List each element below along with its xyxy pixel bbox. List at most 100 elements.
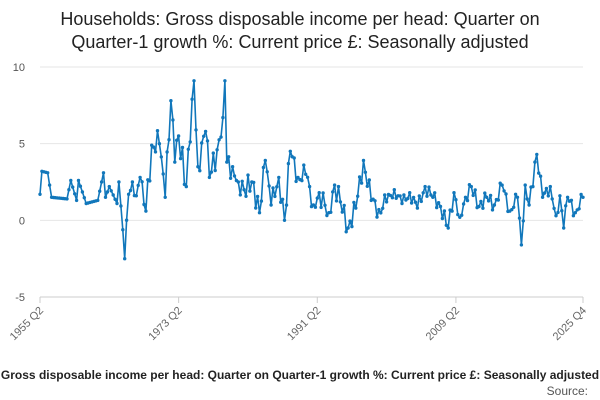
data-point [481, 206, 485, 210]
data-point [167, 138, 171, 142]
data-point [342, 203, 346, 208]
data-point [406, 196, 410, 201]
series-points [38, 79, 585, 261]
data-point [435, 205, 439, 210]
data-point [96, 198, 100, 203]
data-point [161, 172, 165, 176]
data-point [175, 138, 179, 142]
data-point [46, 171, 50, 175]
data-point [205, 139, 210, 143]
data-point [153, 150, 158, 154]
data-point [429, 193, 433, 197]
data-point [269, 203, 273, 207]
data-point [383, 193, 387, 197]
data-point [381, 206, 385, 210]
data-point [402, 193, 406, 197]
data-point [134, 194, 138, 198]
data-point [427, 185, 431, 189]
data-point [225, 160, 229, 164]
data-point [142, 202, 146, 207]
data-point [286, 161, 291, 166]
data-point [304, 172, 308, 176]
data-point [123, 257, 127, 261]
data-point [203, 129, 208, 134]
data-point [184, 184, 188, 189]
data-point [513, 192, 518, 196]
data-point [486, 199, 491, 203]
data-point [115, 201, 119, 206]
data-point [124, 218, 129, 222]
data-point [109, 189, 113, 193]
data-point [196, 165, 200, 169]
data-point [564, 204, 568, 208]
data-point [525, 197, 529, 201]
data-point [217, 138, 221, 142]
data-point [471, 193, 475, 198]
x-tick-label: 2025 Q4 [551, 305, 589, 343]
data-point [357, 175, 362, 179]
data-point [171, 118, 175, 122]
gridlines [40, 66, 583, 298]
data-point [192, 79, 196, 83]
data-point [113, 197, 117, 201]
data-point [552, 206, 556, 211]
data-point [573, 211, 577, 215]
data-point [99, 180, 104, 184]
data-point [221, 115, 225, 120]
data-point [456, 212, 460, 217]
x-axis: 1955 Q2 1973 Q2 1991 Q2 2009 Q2 2025 Q4 [8, 296, 589, 343]
data-point [151, 145, 156, 149]
data-point [356, 194, 360, 198]
data-point [105, 190, 110, 194]
data-point [246, 173, 250, 177]
data-point [408, 191, 412, 195]
data-point [398, 194, 402, 198]
data-point [423, 184, 427, 189]
data-point [527, 203, 531, 207]
data-point [538, 174, 543, 178]
y-tick-label: -5 [15, 292, 25, 304]
data-point [490, 208, 495, 212]
data-point [69, 178, 73, 183]
data-point [319, 205, 323, 210]
data-point [461, 202, 466, 206]
data-point [535, 152, 539, 157]
data-point [562, 226, 566, 230]
data-point [38, 192, 42, 196]
data-point [479, 199, 483, 204]
data-point [350, 224, 354, 229]
data-point [236, 180, 240, 184]
data-point [186, 147, 190, 151]
data-point [200, 141, 204, 145]
data-point [521, 219, 525, 223]
data-point [512, 205, 516, 209]
data-point [273, 194, 277, 199]
data-point [232, 174, 237, 178]
data-point [76, 178, 81, 183]
data-point [98, 189, 102, 193]
data-point [540, 195, 545, 199]
data-point [259, 199, 264, 203]
data-point [336, 184, 341, 189]
data-point [442, 209, 447, 213]
data-point [550, 197, 554, 201]
data-point [438, 204, 443, 209]
data-point [169, 99, 173, 103]
data-point [148, 179, 152, 183]
data-point [178, 156, 183, 161]
data-point [419, 199, 423, 204]
data-point [417, 194, 421, 198]
data-point [315, 196, 319, 200]
data-point [452, 191, 456, 195]
data-point [254, 206, 258, 210]
data-point [502, 189, 506, 193]
data-point [473, 188, 477, 192]
data-point [126, 192, 131, 196]
data-point [78, 184, 83, 188]
data-point [388, 193, 393, 198]
chart-title-line-2: Quarter-1 growth %: Current price £: Sea… [71, 32, 528, 52]
data-point [292, 156, 296, 160]
data-point [581, 195, 585, 199]
series-line [39, 80, 584, 260]
data-point [425, 194, 429, 198]
